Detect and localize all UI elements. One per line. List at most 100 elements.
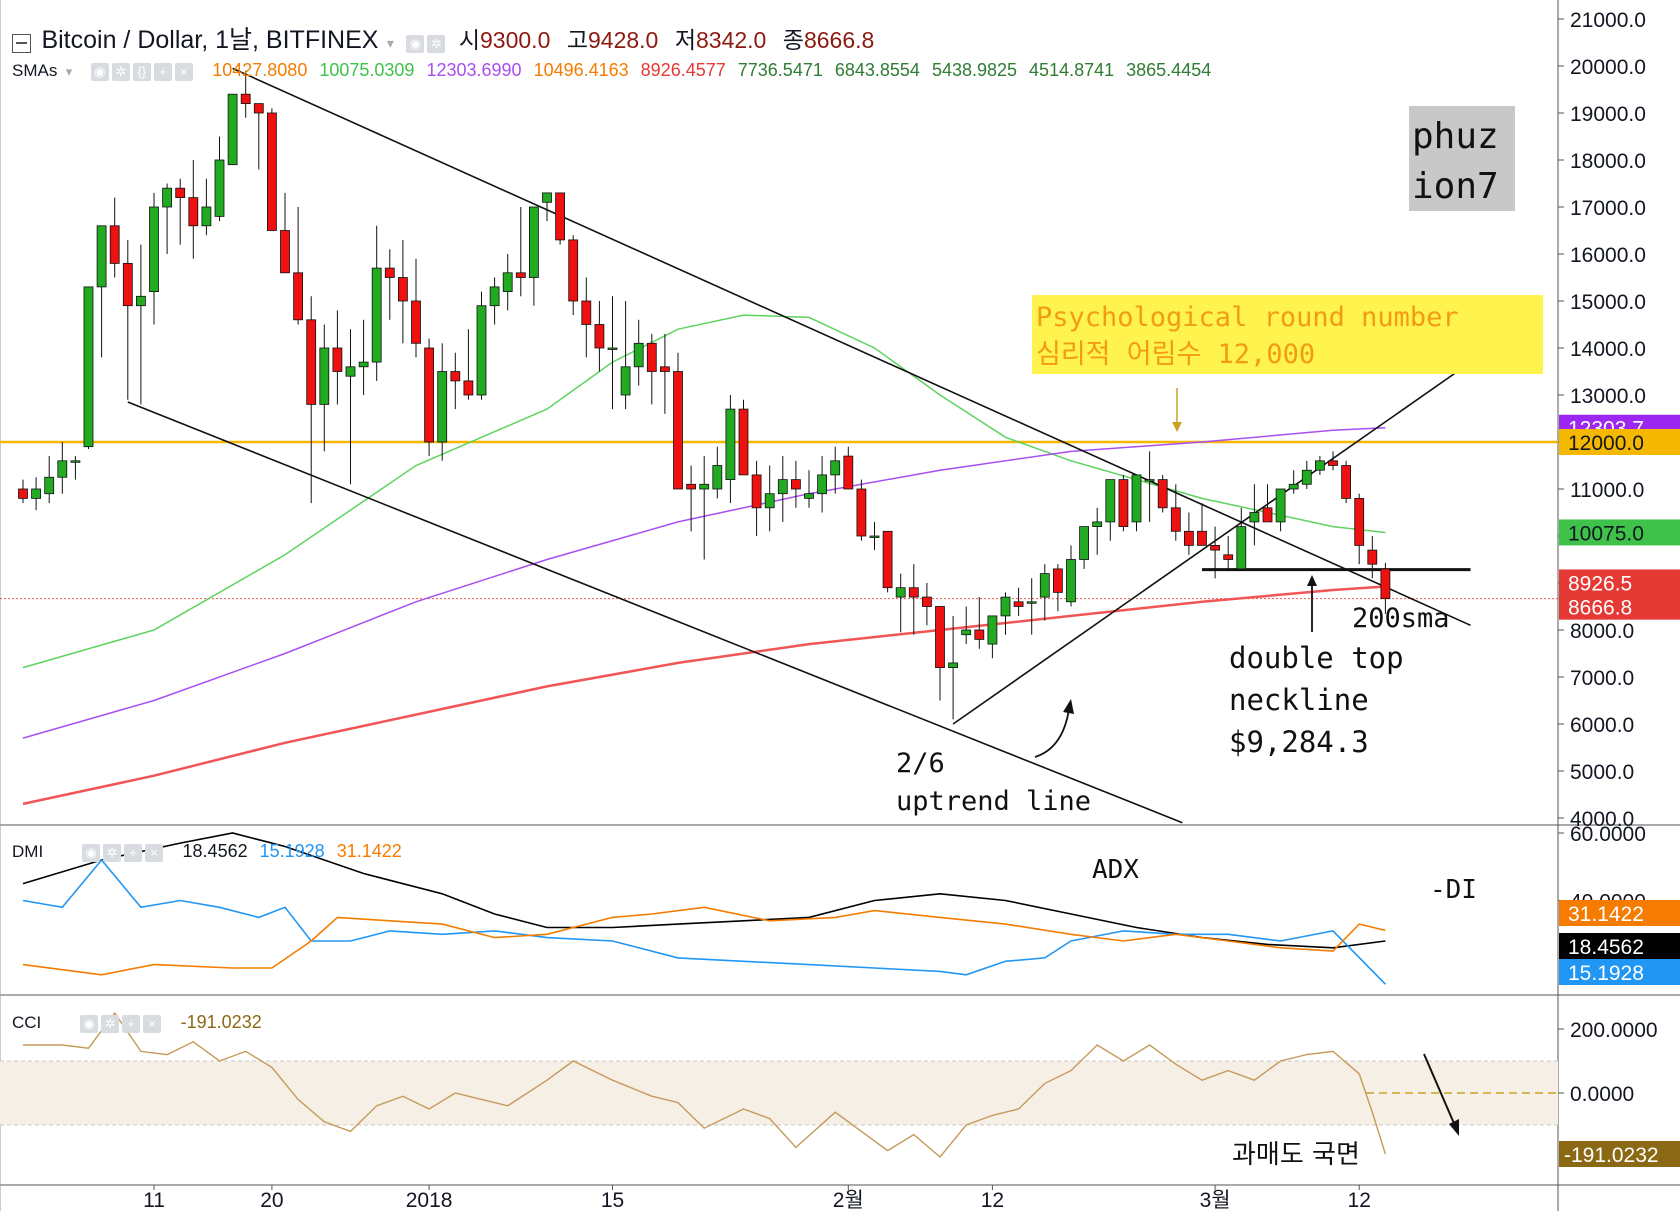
eye-icon[interactable]: ◉ <box>80 1014 99 1033</box>
candle-down <box>660 366 670 372</box>
ohlc-close: 종8666.8 <box>782 27 875 53</box>
dmi-value-label: 15.1928 <box>1568 962 1644 985</box>
time-tick-label: 20 <box>260 1189 283 1211</box>
indicator-value: 10496.4163 <box>533 60 629 80</box>
price-label: 8926.5 <box>1568 572 1632 595</box>
candle-down <box>109 225 120 264</box>
watermark-line1: phuz <box>1412 116 1499 157</box>
cci-values: -191.0232 <box>169 1012 262 1032</box>
cci-legend: CCI ◉ ✲ + × -191.0232 <box>12 1012 262 1033</box>
annotations: Psychological round number 심리적 어림수 12,00… <box>896 106 1543 1170</box>
candle-up <box>345 366 356 377</box>
candle-down <box>1354 497 1365 546</box>
candle-down <box>1197 530 1207 546</box>
ohlc-low: 저8342.0 <box>674 27 767 53</box>
candle-down <box>463 380 474 396</box>
candle-up <box>725 408 736 481</box>
price-tick-label: 16000.0 <box>1570 244 1646 267</box>
indicator-value: 4514.8741 <box>1029 60 1115 80</box>
trendlines <box>127 67 1471 824</box>
candle-down <box>1184 530 1194 546</box>
candle-down <box>568 239 579 302</box>
candle-down <box>175 187 186 198</box>
sma-values: 10427.8080 10075.0309 12303.6990 10496.4163… <box>200 60 1212 80</box>
gear-icon[interactable]: ✲ <box>111 62 130 81</box>
indicator-value: 5438.9825 <box>931 60 1018 80</box>
price-axis: 4000.05000.06000.07000.08000.09000.01000… <box>0 9 1646 831</box>
gear-icon[interactable]: ✲ <box>101 1014 120 1033</box>
price-label: 8666.8 <box>1568 597 1632 620</box>
plus-icon[interactable]: + <box>153 62 172 81</box>
candle-up <box>895 587 906 598</box>
candle-up <box>358 361 369 368</box>
candle-down <box>515 272 526 278</box>
candle-up <box>1105 479 1116 523</box>
candle-down <box>791 479 801 490</box>
candle-up <box>70 460 81 463</box>
eye-icon[interactable]: ◉ <box>82 843 101 862</box>
candle-down <box>738 408 749 476</box>
plus-icon[interactable]: + <box>124 843 143 862</box>
candle-up <box>1275 488 1286 523</box>
price-label: 12000.0 <box>1568 432 1644 455</box>
close-icon[interactable]: × <box>174 62 193 81</box>
candle-down <box>384 267 395 278</box>
symbol-title: Bitcoin / Dollar, 1날, BITFINEX <box>41 26 379 54</box>
candles <box>18 70 1391 720</box>
candle-down <box>332 347 343 372</box>
gear-icon[interactable]: ✲ <box>427 34 446 53</box>
indicator-value: 15.1928 <box>259 841 325 861</box>
uptrend-note-line2: uptrend line <box>896 786 1091 817</box>
candle-down <box>293 272 304 321</box>
indicator-value: 10075.0309 <box>319 60 415 80</box>
candle-down <box>1157 479 1168 509</box>
price-tick-label: 7000.0 <box>1570 667 1634 690</box>
sma200-note: 200sma <box>1352 603 1450 634</box>
dmi-value-label: 18.4562 <box>1568 936 1644 959</box>
dmi-value-label: 31.1422 <box>1568 903 1644 926</box>
price-tick-label: 4000.0 <box>1570 808 1634 831</box>
candle-down <box>253 103 264 114</box>
candle-up <box>712 465 723 490</box>
candle-down <box>1013 601 1024 607</box>
candle-down <box>581 300 592 325</box>
candle-up <box>96 225 107 288</box>
price-tick-label: 6000.0 <box>1570 714 1634 737</box>
candle-up <box>1026 601 1037 604</box>
close-icon[interactable]: × <box>143 1014 162 1033</box>
collapse-icon[interactable] <box>12 34 31 54</box>
candle-down <box>1262 507 1273 523</box>
eye-icon[interactable]: ◉ <box>406 34 425 53</box>
candle-down <box>673 371 683 490</box>
candle-up <box>149 206 159 292</box>
gear-icon[interactable]: ✲ <box>103 843 122 862</box>
braces-icon[interactable]: {} <box>132 62 151 81</box>
candle-up <box>1039 573 1050 598</box>
time-tick-label: 3월 <box>1200 1189 1231 1211</box>
close-icon[interactable]: × <box>145 843 164 862</box>
candle-up <box>227 93 238 166</box>
candle-up <box>44 476 55 495</box>
dmi-value-label-bg <box>1559 959 1680 985</box>
time-tick-label: 11 <box>143 1189 165 1211</box>
candle-up <box>777 479 788 495</box>
candle-up <box>201 206 212 227</box>
chevron-down-icon[interactable]: ▾ <box>386 35 394 51</box>
uptrend-arrow-head <box>1063 699 1074 714</box>
plus-icon[interactable]: + <box>122 1014 141 1033</box>
cci-line <box>23 1011 1387 1158</box>
dmi-value-label-bg <box>1559 900 1680 926</box>
candle-up <box>1315 460 1325 471</box>
candle-down <box>1053 568 1063 593</box>
chevron-down-icon[interactable]: ▾ <box>65 64 73 79</box>
dmi-di-line <box>22 858 1386 985</box>
ohlc-high: 고9428.0 <box>566 27 659 53</box>
candle-up <box>633 342 644 368</box>
eye-icon[interactable]: ◉ <box>90 62 109 81</box>
sma-legend: SMAs ▾ ◉ ✲{} + × 10427.8080 10075.0309 12303.… <box>12 60 1211 81</box>
candle-down <box>935 606 945 668</box>
candle-up <box>57 460 68 478</box>
indicator-value: 3865.4454 <box>1126 60 1212 80</box>
